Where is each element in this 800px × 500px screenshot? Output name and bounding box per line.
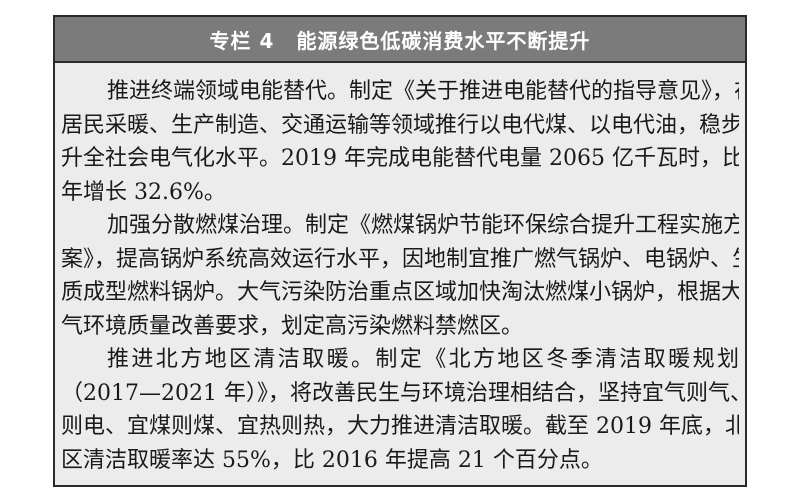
text-line: 升全社会电气化水平。2019 年完成电能替代电量 2065 亿千瓦时，比上 — [61, 146, 739, 171]
paragraph: 加强分散燃煤治理。制定《燃煤锅炉节能环保综合提升工程实施方案》，提高锅炉系统高效… — [61, 209, 739, 343]
text-line: 居民采暖、生产制造、交通运输等领域推行以电代煤、以电代油，稳步提 — [61, 112, 739, 138]
text-line: 气环境质量改善要求，划定高污染燃料禁燃区。 — [61, 313, 524, 339]
box-body: 推进终端领域电能替代。制定《关于推进电能替代的指导意见》，在居民采暖、生产制造、… — [55, 63, 745, 477]
sidebar-box: 专栏 4 能源绿色低碳消费水平不断提升 推进终端领域电能替代。制定《关于推进电能… — [53, 15, 747, 487]
text-line: 推进北方地区清洁取暖。制定《北方地区冬季清洁取暖规划 — [107, 347, 739, 372]
text-line: （2017—2021 年）》，将改善民生与环境治理相结合，坚持宜气则气、宜电 — [61, 380, 739, 406]
text-line: 案》，提高锅炉系统高效运行水平，因地制宜推广燃气锅炉、电锅炉、生物 — [61, 246, 739, 272]
text-line: 年增长 32.6%。 — [61, 179, 226, 205]
text-line: 则电、宜煤则煤、宜热则热，大力推进清洁取暖。截至 2019 年底，北方地 — [61, 414, 739, 439]
text-line: 质成型燃料锅炉。大气污染防治重点区域加快淘汰燃煤小锅炉，根据大 — [61, 280, 739, 305]
text-line: 区清洁取暖率达 55%，比 2016 年提高 21 个百分点。 — [61, 447, 603, 473]
text-line: 加强分散燃煤治理。制定《燃煤锅炉节能环保综合提升工程实施方 — [107, 213, 739, 238]
paragraph: 推进终端领域电能替代。制定《关于推进电能替代的指导意见》，在居民采暖、生产制造、… — [61, 75, 739, 209]
box-label: 专栏 4 — [209, 28, 275, 53]
box-header: 专栏 4 能源绿色低碳消费水平不断提升 — [55, 17, 745, 63]
text-line: 推进终端领域电能替代。制定《关于推进电能替代的指导意见》，在 — [107, 79, 739, 104]
paragraph: 推进北方地区清洁取暖。制定《北方地区冬季清洁取暖规划 （2017—2021 年）》… — [61, 343, 739, 477]
box-title: 能源绿色低碳消费水平不断提升 — [296, 28, 591, 53]
